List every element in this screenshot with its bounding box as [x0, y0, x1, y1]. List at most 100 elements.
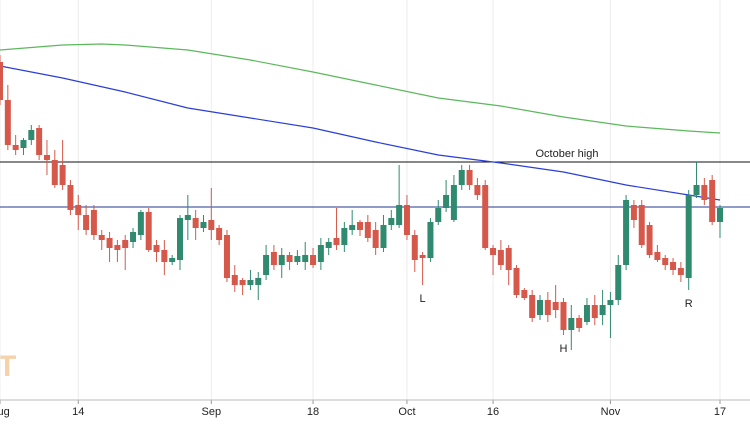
x-tick-label: Sep — [202, 406, 222, 418]
candle-body — [662, 258, 669, 265]
candle-body — [43, 155, 50, 160]
candle-body — [427, 222, 434, 258]
candle-body — [341, 228, 348, 245]
x-tick-label: Oct — [398, 406, 415, 418]
candle-body — [630, 205, 637, 220]
candle-body — [357, 222, 363, 230]
moving-average — [0, 65, 721, 201]
candle-body — [388, 218, 395, 225]
candle-body — [0, 62, 3, 100]
candle-body — [184, 215, 191, 220]
candle-body — [591, 305, 598, 318]
candle-body — [717, 208, 723, 222]
candle-body — [263, 255, 270, 275]
candle-body — [137, 212, 144, 235]
candle-body — [83, 215, 90, 230]
candle-body — [474, 185, 481, 195]
candle-body — [153, 245, 160, 252]
candle-body — [607, 300, 614, 305]
candle-body — [122, 240, 129, 248]
candle-body — [403, 205, 410, 235]
candle-body — [114, 245, 121, 250]
candle-body — [317, 245, 324, 262]
candle-body — [208, 220, 215, 230]
moving-average — [0, 43, 721, 134]
x-tick-label: 17 — [714, 406, 726, 418]
candle-body — [552, 302, 559, 310]
candle-body — [529, 295, 536, 318]
candle-body — [4, 100, 11, 145]
watermark: ET — [0, 350, 16, 383]
candle-body — [294, 256, 301, 262]
candle-body — [247, 280, 254, 285]
x-tick-label: Nov — [601, 406, 621, 418]
candle-body — [270, 252, 277, 265]
candle-body — [75, 205, 82, 215]
candle-body — [239, 280, 246, 285]
candle-body — [497, 250, 504, 265]
level-label: October high — [536, 148, 599, 160]
candle-body — [521, 290, 528, 298]
candle-body — [223, 235, 230, 278]
candle-body — [98, 235, 105, 240]
candle-body — [419, 255, 426, 258]
x-tick-label: 16 — [487, 406, 499, 418]
candle-body — [255, 278, 262, 285]
candle-body — [654, 252, 661, 260]
candle-body — [59, 165, 66, 185]
candle-body — [278, 255, 285, 265]
candle-body — [677, 268, 684, 275]
annotation: H — [560, 343, 568, 355]
candle-body — [450, 185, 457, 220]
candle-body — [169, 258, 176, 262]
candle-body — [701, 185, 708, 200]
x-tick-label: Aug — [0, 406, 10, 418]
candle-body — [466, 170, 473, 185]
candle-body — [544, 300, 551, 315]
candle-body — [51, 160, 58, 185]
candle-body — [638, 205, 645, 245]
candle-body — [20, 140, 27, 148]
candle-body — [443, 195, 450, 208]
x-tick-label: 14 — [72, 406, 84, 418]
candle-body — [505, 248, 512, 270]
candle-body — [576, 318, 583, 328]
candle-body — [286, 255, 293, 262]
candle-body — [411, 235, 418, 260]
candle-body — [693, 185, 700, 195]
x-tick-label: 18 — [307, 406, 319, 418]
candle-body — [568, 318, 575, 330]
candle-body — [372, 230, 379, 248]
candle-body — [482, 185, 489, 248]
candle-body — [560, 302, 567, 330]
candle-body — [12, 145, 19, 150]
candle-body — [435, 208, 442, 222]
annotation: R — [685, 298, 693, 310]
candle-body — [537, 300, 543, 315]
candle-body — [200, 222, 207, 228]
candle-body — [192, 218, 199, 228]
candle-body — [396, 205, 403, 225]
candle-body — [67, 185, 74, 210]
candle-body — [646, 225, 653, 255]
candle-body — [490, 248, 497, 255]
candle-body — [90, 210, 97, 235]
candle-body — [36, 128, 43, 155]
candle-body — [364, 222, 371, 238]
candle-body — [380, 225, 387, 248]
candle-body — [599, 305, 606, 315]
candle-body — [177, 218, 183, 260]
candle-body — [302, 255, 309, 262]
candle-body — [685, 195, 692, 278]
candle-body — [709, 180, 716, 222]
candle-body — [325, 242, 332, 248]
candle-body — [161, 250, 168, 262]
candle-body — [106, 238, 113, 248]
candle-body — [333, 238, 340, 245]
candle-body — [458, 170, 465, 185]
candle-body — [216, 228, 223, 240]
candle-body — [130, 232, 137, 242]
candle-body — [670, 262, 677, 270]
